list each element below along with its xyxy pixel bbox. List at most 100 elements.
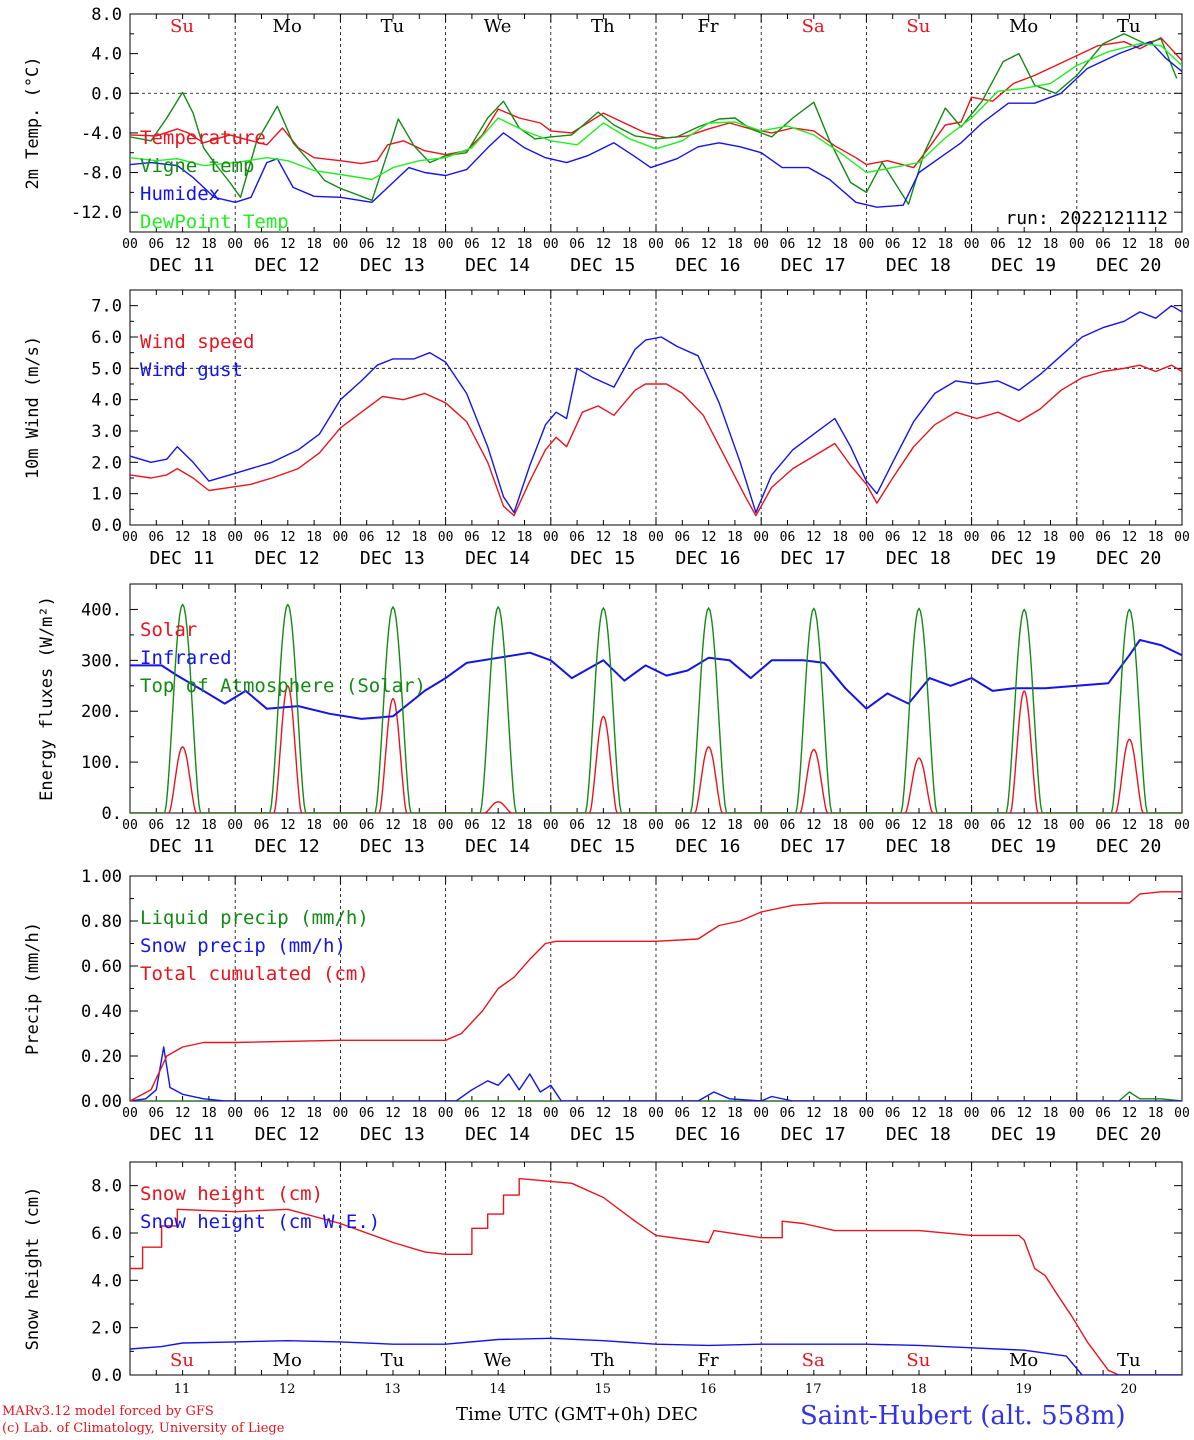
x-hour-label: 00 bbox=[122, 530, 138, 545]
series-group bbox=[130, 305, 1182, 517]
x-hour-label: 06 bbox=[569, 818, 585, 833]
x-hour-label: 06 bbox=[885, 1106, 901, 1121]
x-day-label: DEC 15 bbox=[570, 548, 635, 569]
series-group bbox=[130, 1177, 1182, 1375]
x-hour-label: 12 bbox=[701, 237, 717, 252]
series-line-humidex bbox=[130, 41, 1182, 208]
x-hour-label: 12 bbox=[1122, 1106, 1138, 1121]
x-day-label: DEC 17 bbox=[781, 255, 846, 276]
x-hour-label: 06 bbox=[674, 1106, 690, 1121]
x-hour-label: 06 bbox=[990, 818, 1006, 833]
x-hour-label: 00 bbox=[438, 818, 454, 833]
x-hour-label: 06 bbox=[990, 1106, 1006, 1121]
x-hour-label: 00 bbox=[648, 530, 664, 545]
x-hour-label: 06 bbox=[674, 530, 690, 545]
y-axis-label: 2m Temp. (°C) bbox=[23, 56, 43, 189]
x-day-number: 11 bbox=[174, 1382, 191, 1397]
y-tick-label: 0.80 bbox=[81, 912, 122, 932]
series-line-wind-speed bbox=[130, 364, 1182, 517]
x-hour-label: 12 bbox=[280, 1106, 296, 1121]
x-hour-label: 12 bbox=[175, 237, 191, 252]
x-day-label: DEC 14 bbox=[465, 548, 530, 569]
x-hour-label: 12 bbox=[280, 237, 296, 252]
x-hour-label: 12 bbox=[1016, 530, 1032, 545]
x-hour-label: 06 bbox=[254, 818, 270, 833]
series-line-snow-height-cm-w-e- bbox=[130, 1337, 1182, 1375]
x-hour-label: 12 bbox=[1016, 818, 1032, 833]
x-hour-label: 00 bbox=[1069, 530, 1085, 545]
x-day-label: DEC 19 bbox=[991, 1124, 1056, 1145]
x-day-number: 14 bbox=[489, 1382, 506, 1397]
x-day-label: DEC 11 bbox=[149, 836, 214, 857]
x-hour-label: 18 bbox=[411, 530, 427, 545]
y-tick-label: 300. bbox=[81, 651, 122, 671]
x-hour-label: 00 bbox=[227, 237, 243, 252]
x-day-label: DEC 14 bbox=[465, 836, 530, 857]
y-tick-label: 0.0 bbox=[91, 1366, 122, 1386]
panel-4: 0.00 0.20 0.40 0.60 0.80 1.00 Precip (mm/h) 00 0… bbox=[23, 867, 1190, 1145]
credit-lab: (c) Lab. of Climatology, University of L… bbox=[2, 1421, 285, 1436]
x-day-number: 16 bbox=[700, 1382, 717, 1397]
x-hour-label: 00 bbox=[1069, 237, 1085, 252]
x-hour-label: 18 bbox=[832, 1106, 848, 1121]
panel-5: 0.0 2.0 4.0 6.0 8.0 Snow height (cm) 11 12 13 14 1… bbox=[23, 1161, 1183, 1397]
y-axis-label: 10m Wind (m/s) bbox=[23, 336, 43, 479]
x-day-label: DEC 11 bbox=[149, 255, 214, 276]
legend-entry: Temperature bbox=[140, 127, 266, 149]
x-day-label: DEC 17 bbox=[781, 836, 846, 857]
x-day-number: 15 bbox=[595, 1382, 612, 1397]
x-day-number: 19 bbox=[1015, 1382, 1032, 1397]
x-hour-label: 18 bbox=[411, 1106, 427, 1121]
x-hour-label: 18 bbox=[517, 237, 533, 252]
panel-2: 0.0 1.0 2.0 3.0 4.0 5.0 6.0 7.0 10m Wind (m/s) 00… bbox=[23, 289, 1190, 569]
x-hour-label: 18 bbox=[1148, 237, 1164, 252]
weekday-label: Fr bbox=[697, 1350, 718, 1371]
y-tick-label: -8.0 bbox=[81, 164, 122, 184]
legend-entry: DewPoint Temp bbox=[140, 211, 289, 233]
x-hour-label: 06 bbox=[1095, 237, 1111, 252]
weekday-label: Su bbox=[170, 1350, 194, 1371]
x-hour-label: 12 bbox=[911, 1106, 927, 1121]
series-line-liquid-precip-mm-h- bbox=[130, 1091, 1182, 1101]
x-day-label: DEC 18 bbox=[886, 255, 951, 276]
y-tick-label: 7.0 bbox=[91, 297, 122, 317]
x-hour-label: 06 bbox=[885, 818, 901, 833]
x-hour-label: 18 bbox=[306, 818, 322, 833]
x-hour-label: 00 bbox=[1174, 530, 1190, 545]
x-hour-label: 06 bbox=[148, 237, 164, 252]
x-day-label: DEC 20 bbox=[1096, 1124, 1161, 1145]
y-tick-label: 0.00 bbox=[81, 1092, 122, 1112]
y-tick-label: 0.20 bbox=[81, 1047, 122, 1067]
x-day-label: DEC 20 bbox=[1096, 836, 1161, 857]
x-hour-label: 18 bbox=[1043, 818, 1059, 833]
x-hour-label: 06 bbox=[464, 530, 480, 545]
x-hour-label: 00 bbox=[227, 1106, 243, 1121]
y-tick-label: 8.0 bbox=[91, 1177, 122, 1197]
y-tick-label: 0.0 bbox=[91, 516, 122, 536]
y-tick-label: 100. bbox=[81, 753, 122, 773]
x-day-label: DEC 18 bbox=[886, 836, 951, 857]
y-tick-label: 2.0 bbox=[91, 1319, 122, 1339]
y-tick-label: 1.0 bbox=[91, 485, 122, 505]
x-hour-label: 18 bbox=[1043, 237, 1059, 252]
run-label: run: 2022121112 bbox=[1005, 208, 1168, 229]
legend-entry: Snow height (cm) bbox=[140, 1183, 323, 1205]
y-tick-label: -12.0 bbox=[71, 203, 122, 223]
x-hour-label: 06 bbox=[780, 1106, 796, 1121]
x-day-label: DEC 16 bbox=[675, 255, 740, 276]
x-hour-label: 00 bbox=[227, 818, 243, 833]
x-hour-label: 18 bbox=[622, 818, 638, 833]
legend-entry: Wind gust bbox=[140, 359, 243, 381]
series-line-solar bbox=[130, 685, 1182, 813]
legend-entry: Wind speed bbox=[140, 331, 254, 353]
weekday-label: Fr bbox=[697, 16, 718, 37]
y-tick-label: 0.0 bbox=[91, 84, 122, 104]
x-hour-label: 00 bbox=[333, 530, 349, 545]
x-hour-label: 00 bbox=[859, 1106, 875, 1121]
x-hour-label: 18 bbox=[306, 530, 322, 545]
x-hour-label: 00 bbox=[859, 818, 875, 833]
x-day-label: DEC 13 bbox=[360, 255, 425, 276]
weekday-label: Su bbox=[906, 16, 930, 37]
x-hour-label: 00 bbox=[753, 237, 769, 252]
x-hour-label: 18 bbox=[517, 530, 533, 545]
